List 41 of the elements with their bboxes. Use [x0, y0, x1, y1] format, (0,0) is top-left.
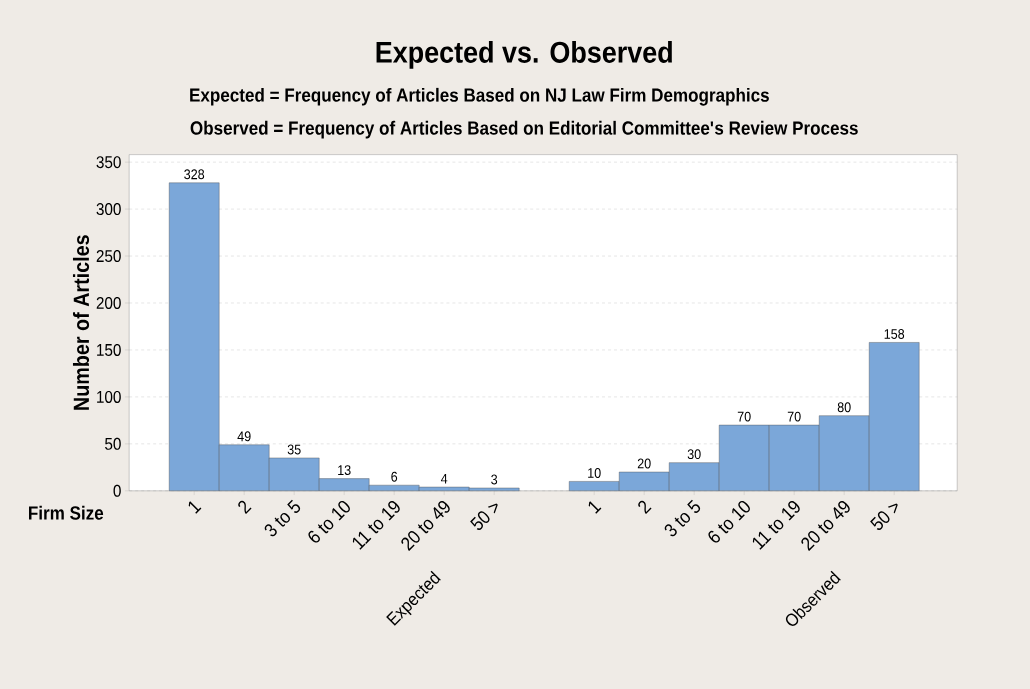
- y-tick-label: 50: [105, 437, 121, 450]
- y-axis-title: Number of Articles: [72, 235, 90, 410]
- x-tick-label: 3 to 5: [664, 499, 701, 537]
- data-label: 10: [588, 467, 601, 478]
- data-label: 49: [237, 431, 251, 442]
- data-label: 3: [491, 474, 498, 485]
- x-tick-label: 50 >: [470, 503, 498, 530]
- y-tick-label: 300: [96, 202, 121, 215]
- x-tick-label: 3 to 5: [264, 499, 301, 537]
- data-label: 20: [637, 458, 651, 469]
- data-label: 158: [884, 328, 905, 339]
- data-label: 30: [687, 449, 701, 459]
- x-tick-label: 11 to 19: [752, 500, 800, 550]
- text: Observed = Frequency of Articles Based on Editorial Committee's Review Process: [190, 120, 858, 139]
- x-tick-label: 1: [188, 501, 202, 514]
- x-tick-label: 50 >: [870, 503, 898, 530]
- y-tick-label: 100: [97, 390, 121, 403]
- y-tick-label: 150: [97, 343, 121, 356]
- data-label: 13: [338, 465, 351, 475]
- x-tick-label: 11 to 19: [352, 500, 400, 550]
- x-tick-label: 2: [238, 500, 252, 514]
- x-tick-label: 20 to 49: [801, 500, 850, 551]
- chart-title: Expected vs. Observed: [376, 40, 672, 69]
- data-label: 70: [737, 411, 751, 422]
- data-label: 6: [391, 471, 398, 482]
- y-tick-label: 350: [96, 155, 121, 168]
- y-tick-label: 200: [96, 296, 121, 309]
- chart-subtitle: Expected = Frequency of Articles Based on NJ Law Firm Demographics: [190, 87, 769, 106]
- x-tick-label: 6 to 10: [308, 500, 350, 543]
- data-label: 80: [837, 402, 851, 413]
- x-tick-label: 1: [588, 501, 602, 514]
- data-label: 4: [440, 473, 448, 484]
- y-tick-label: 250: [96, 249, 121, 262]
- data-label: 328: [184, 169, 205, 180]
- x-axis-title: Firm Size: [29, 505, 104, 520]
- x-tick-label: 6 to 10: [708, 500, 750, 543]
- y-tick-label: 0: [113, 484, 121, 497]
- x-tick-label: 2: [638, 500, 652, 514]
- data-label: 70: [787, 411, 801, 422]
- data-label: 35: [287, 444, 301, 455]
- x-tick-label: 20 to 49: [401, 500, 450, 551]
